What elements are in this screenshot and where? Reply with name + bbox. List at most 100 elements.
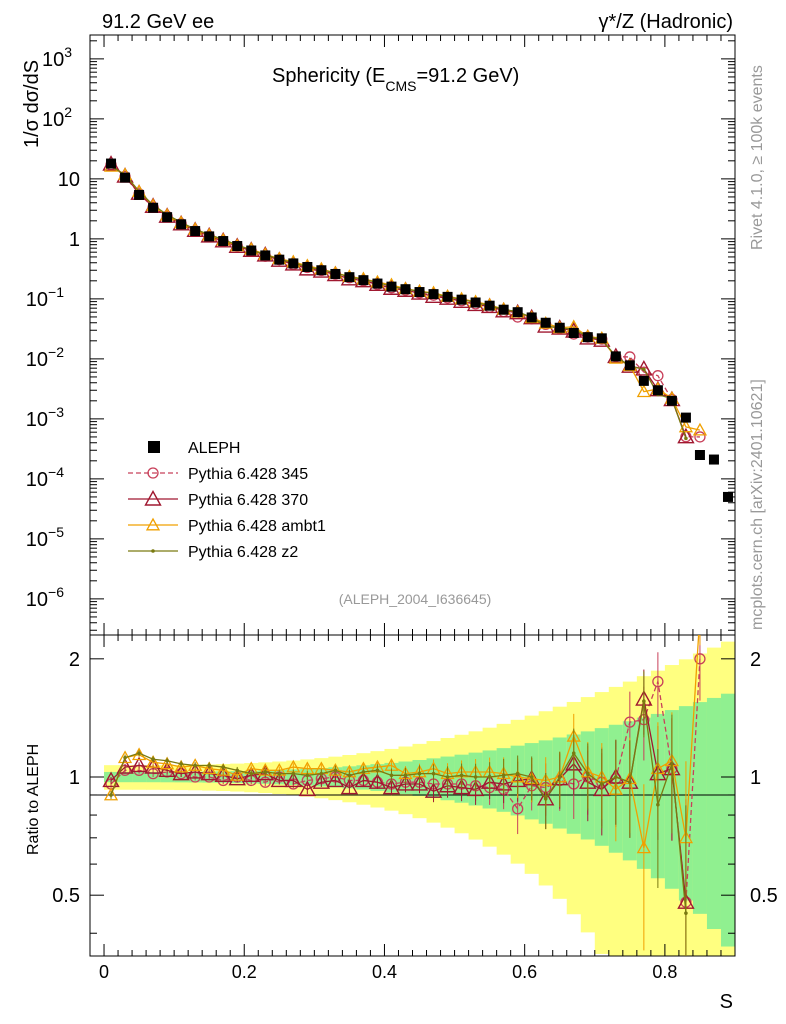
ratio-point bbox=[179, 762, 183, 766]
ratio-point bbox=[242, 766, 260, 783]
ratio-point bbox=[328, 762, 343, 776]
y-tick-label: 10−1 bbox=[26, 284, 64, 311]
ratio-point bbox=[599, 782, 604, 786]
ratio-point bbox=[249, 771, 254, 776]
data-point bbox=[568, 327, 579, 338]
ratio-point bbox=[375, 768, 380, 773]
legend-marker bbox=[147, 467, 159, 479]
x-tick-label: 0.8 bbox=[652, 962, 677, 982]
y-tick-label: 10−5 bbox=[26, 524, 64, 551]
ratio-point bbox=[656, 802, 660, 807]
ratio-point bbox=[137, 751, 141, 755]
ratio-point bbox=[684, 911, 688, 915]
x-tick-label: 0.4 bbox=[372, 962, 397, 982]
data-point bbox=[526, 312, 537, 323]
mcplots-label: mcplots.cern.ch [arXiv:2401.10621] bbox=[749, 379, 766, 630]
ratio-band-inner bbox=[174, 771, 189, 783]
ratio-point bbox=[340, 778, 359, 795]
ratio-point bbox=[396, 775, 415, 791]
y-tick-label: 10−4 bbox=[26, 464, 64, 491]
ratio-point bbox=[326, 771, 345, 788]
data-point bbox=[274, 254, 285, 265]
legend-marker bbox=[145, 517, 161, 531]
ratio-series bbox=[102, 635, 706, 956]
ratio-point bbox=[235, 768, 240, 773]
ratio-point bbox=[102, 771, 120, 788]
data-point bbox=[582, 332, 593, 343]
ratio-band-inner bbox=[118, 771, 133, 783]
axes: 0 0.2 0.4 0.6 0.810−610−510−410−310−210−1110… bbox=[26, 35, 778, 982]
legend-marker bbox=[151, 549, 155, 553]
ratio-point bbox=[277, 771, 282, 776]
ratio-point bbox=[144, 758, 162, 774]
data-point bbox=[260, 250, 271, 261]
ratio-point bbox=[319, 771, 324, 776]
chart-title-sub: CMS bbox=[385, 78, 416, 94]
ratio-point bbox=[305, 773, 310, 778]
ratio-point bbox=[466, 780, 485, 797]
data-point bbox=[316, 265, 327, 276]
y-tick-label: 10−2 bbox=[26, 344, 64, 371]
data-point bbox=[456, 294, 467, 305]
ratio-point bbox=[636, 840, 651, 854]
series-point bbox=[677, 427, 695, 444]
ratio-uncertainty-bands bbox=[104, 641, 735, 956]
ratio-point bbox=[614, 775, 618, 779]
legend-marker-data bbox=[148, 441, 160, 453]
data-point bbox=[344, 272, 355, 283]
data-point bbox=[694, 450, 705, 460]
data-point bbox=[596, 333, 607, 344]
ratio-point bbox=[123, 755, 127, 760]
y-tick-label: 1 bbox=[69, 229, 80, 251]
y-tick-label: 10−3 bbox=[26, 404, 64, 431]
ratio-tick-label-right: 1 bbox=[750, 767, 761, 789]
ratio-point bbox=[694, 653, 706, 665]
ratio-point bbox=[354, 771, 373, 788]
data-point bbox=[372, 278, 383, 289]
chart-title: Sphericity (ECMS=91.2 GeV) bbox=[272, 65, 519, 94]
process-label: γ*/Z (Hadronic) bbox=[599, 11, 733, 33]
data-point bbox=[666, 395, 677, 406]
x-tick-label: 0.6 bbox=[512, 962, 537, 982]
ratio-point bbox=[193, 763, 197, 768]
data-point bbox=[218, 236, 229, 247]
ratio-point bbox=[642, 699, 646, 703]
ratio-point bbox=[202, 761, 217, 775]
data-point bbox=[512, 307, 523, 318]
data-point bbox=[120, 172, 131, 183]
ratio-point bbox=[624, 716, 636, 728]
series-point bbox=[678, 419, 694, 433]
ratio-point bbox=[312, 773, 331, 789]
ratio-point bbox=[368, 773, 387, 789]
data-point bbox=[190, 226, 201, 237]
ratio-point bbox=[585, 771, 590, 776]
energy-label: 91.2 GeV ee bbox=[102, 11, 214, 33]
ratio-point bbox=[361, 770, 366, 774]
data-point bbox=[176, 219, 187, 230]
chart-title-main: Sphericity (E bbox=[272, 65, 385, 87]
ratio-axis-label: Ratio to ALEPH bbox=[25, 744, 42, 855]
data-point bbox=[246, 245, 257, 256]
ratio-point bbox=[145, 754, 161, 768]
legend-label: Pythia 6.428 ambt1 bbox=[188, 518, 326, 535]
data-point bbox=[288, 258, 299, 269]
legend: ALEPH Pythia 6.428 345 Pythia 6.428 370 Pyt… bbox=[128, 440, 326, 561]
data-point bbox=[358, 275, 369, 286]
analysis-id: (ALEPH_2004_I636645) bbox=[339, 591, 492, 607]
data-point bbox=[302, 261, 313, 272]
data-point bbox=[638, 375, 649, 386]
data-point bbox=[386, 281, 397, 292]
ratio-point bbox=[151, 757, 155, 762]
data-point bbox=[330, 268, 341, 279]
data-point bbox=[400, 284, 411, 295]
ratio-point bbox=[501, 773, 506, 778]
main-plot-frame bbox=[89, 34, 736, 636]
data-point bbox=[498, 304, 509, 315]
ratio-point bbox=[459, 773, 464, 778]
ratio-point bbox=[347, 773, 352, 778]
data-point bbox=[470, 297, 481, 308]
data-point bbox=[442, 291, 453, 302]
series-line-1 bbox=[110, 163, 687, 437]
x-tick-label: 0 bbox=[99, 962, 109, 982]
ratio-point bbox=[417, 771, 422, 776]
